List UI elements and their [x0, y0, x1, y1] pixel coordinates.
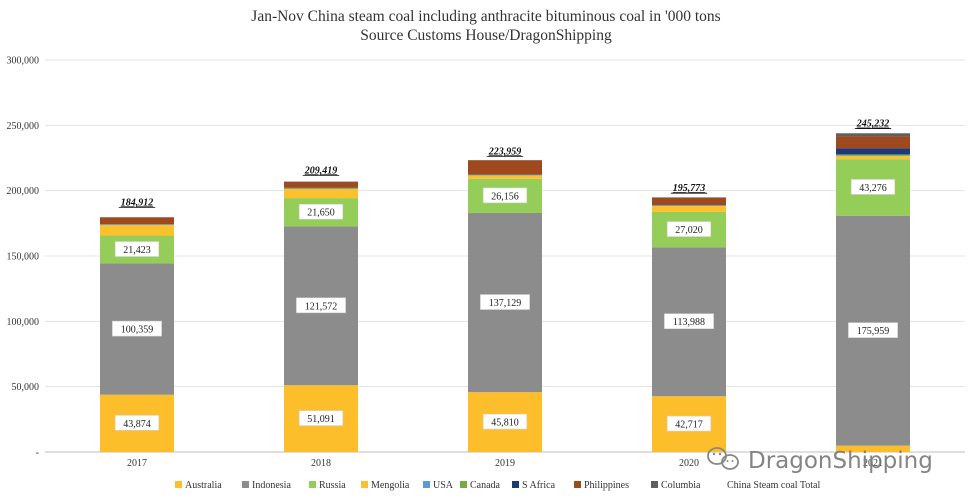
bars-area: 43,874 100,359 21,423 184,912 51,091 121,572 2… [100, 119, 910, 452]
bar-segment [284, 188, 358, 199]
y-tick-label: 300,000 [7, 56, 40, 67]
data-label-box [482, 413, 528, 430]
x-tick-label: 2018 [311, 458, 331, 469]
legend-label: Russia [319, 480, 346, 491]
data-label-box [298, 203, 344, 220]
data-label: 121,572 [305, 301, 338, 312]
bar-segment [100, 225, 174, 236]
x-axis: 2017 2018 2019 2020 2021 [127, 458, 883, 469]
bar-segment [836, 154, 910, 156]
y-axis: - 50,000 100,000 150,000 200,000 250,000 300,0… [7, 56, 40, 459]
legend-label: Australia [185, 480, 222, 491]
x-tick-label: 2021 [863, 458, 883, 469]
bar-segment [100, 217, 174, 225]
y-tick-label: 250,000 [7, 121, 40, 132]
data-label: 21,650 [307, 208, 335, 219]
data-label-box [666, 415, 712, 432]
data-label: 175,959 [857, 326, 890, 337]
watermark: DragonShipping [707, 447, 933, 474]
legend-swatch [512, 481, 519, 488]
data-label-box [480, 294, 530, 310]
data-label: 27,020 [675, 225, 703, 236]
chart-title-line-1: Jan-Nov China steam coal including anthr… [251, 8, 720, 25]
data-label-box [850, 179, 896, 195]
data-label: 137,129 [489, 298, 522, 309]
total-label: 209,419 [304, 165, 338, 176]
bar-segment [836, 155, 910, 160]
bar-segment [836, 133, 910, 137]
y-tick-label: - [36, 448, 39, 459]
y-tick-label: 50,000 [12, 382, 40, 393]
bar-segment [836, 148, 910, 155]
data-label-box [482, 187, 528, 204]
data-label-box [848, 322, 898, 338]
data-label: 42,717 [675, 420, 703, 431]
legend: Australia Indonesia Russia Mengolia USA Canad… [175, 480, 820, 491]
data-label-box [664, 313, 714, 330]
total-label: 195,773 [673, 183, 706, 194]
x-tick-label: 2019 [495, 458, 515, 469]
data-label: 45,810 [491, 418, 519, 429]
legend-swatch [309, 481, 316, 488]
data-label: 43,276 [859, 183, 887, 194]
data-label: 113,988 [673, 317, 705, 328]
legend-label: Canada [470, 480, 501, 491]
legend-label: Mengolia [371, 480, 410, 491]
total-label: 223,959 [488, 146, 522, 157]
legend-label: China Steam coal Total [727, 480, 820, 491]
y-tick-label: 100,000 [7, 317, 40, 328]
data-label: 21,423 [123, 245, 151, 256]
bar-segment [468, 160, 542, 175]
x-tick-label: 2017 [127, 458, 147, 469]
legend-swatch [460, 481, 467, 488]
bar-segment [836, 136, 910, 149]
bar-segment [468, 175, 542, 179]
bar-segment [284, 181, 358, 188]
data-label-box [298, 410, 344, 426]
legend-label: Philippines [584, 480, 629, 491]
bar-segment [836, 445, 910, 452]
wechat-icon [707, 447, 739, 470]
legend-swatch [651, 481, 658, 488]
legend-label: S Africa [522, 480, 556, 491]
data-label-box [666, 221, 712, 237]
watermark-text: DragonShipping [748, 448, 933, 474]
total-label: 184,912 [121, 197, 154, 208]
legend-swatch [242, 481, 249, 488]
legend-swatch [361, 481, 368, 488]
x-tick-label: 2020 [679, 458, 699, 469]
data-label: 51,091 [307, 414, 335, 425]
data-label: 26,156 [491, 191, 519, 202]
bar-segment [652, 206, 726, 212]
data-label-box [112, 320, 162, 337]
legend-label: Indonesia [252, 480, 291, 491]
y-tick-label: 200,000 [7, 186, 40, 197]
bar-segment [284, 188, 358, 189]
total-label: 245,232 [856, 119, 890, 130]
legend-swatch [423, 481, 430, 488]
data-label-box [296, 297, 346, 314]
legend-label: USA [433, 480, 454, 491]
chart-title-line-2: Source Customs House/DragonShipping [360, 27, 612, 44]
legend-swatch [574, 481, 581, 488]
legend-label: Columbia [661, 480, 701, 491]
y-tick-label: 150,000 [7, 252, 40, 263]
data-label-box [114, 241, 160, 257]
bar-segment [652, 197, 726, 206]
legend-swatch [175, 481, 182, 488]
data-label: 43,874 [123, 419, 151, 430]
data-label-box [114, 415, 160, 431]
data-label: 100,359 [121, 325, 154, 336]
